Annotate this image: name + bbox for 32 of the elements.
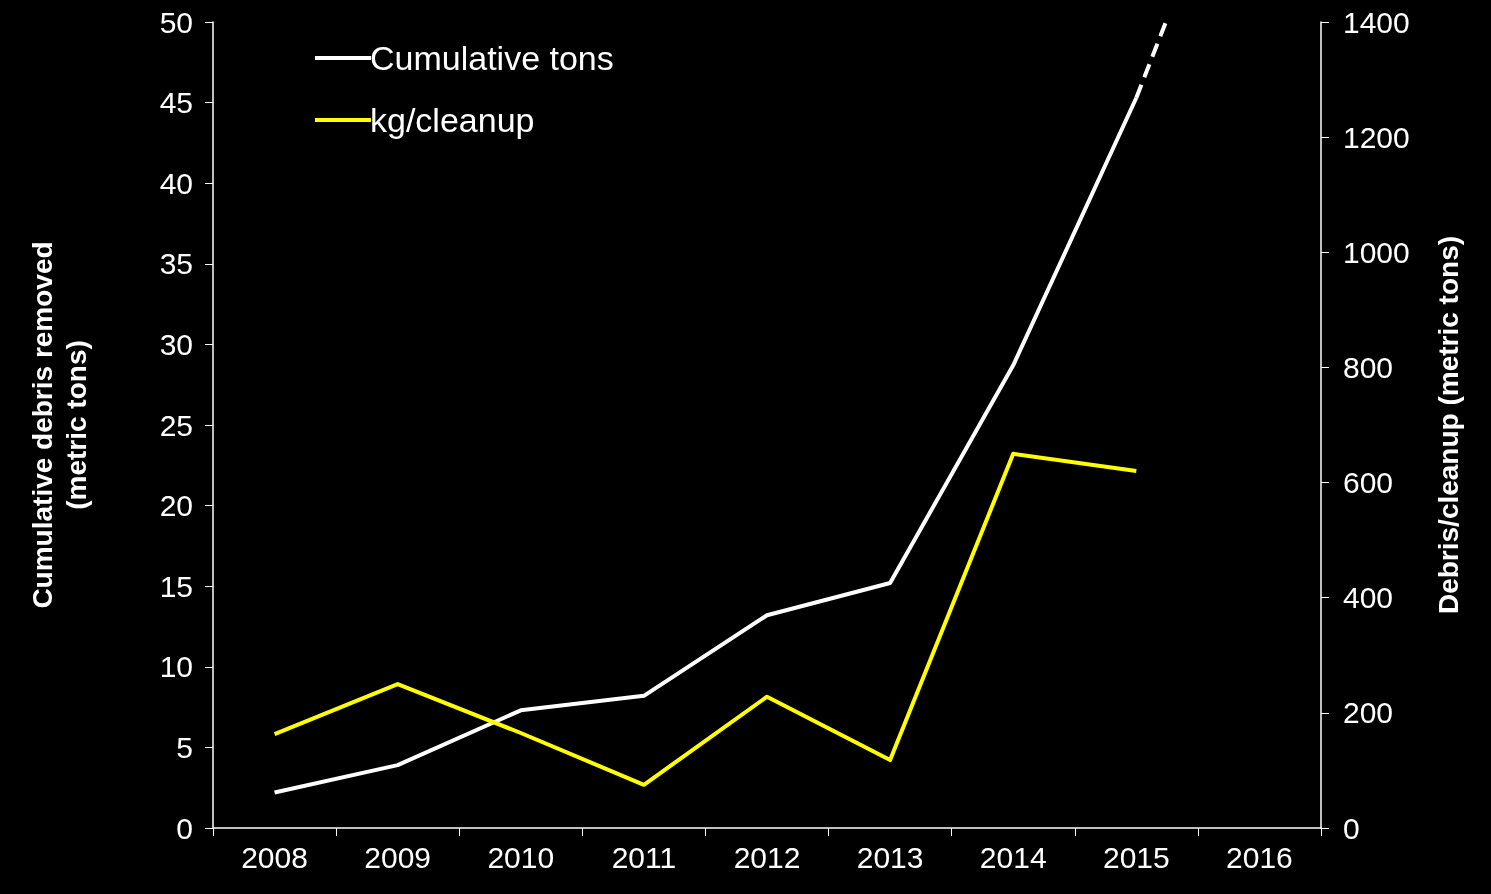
y-tick-label: 30 <box>159 327 193 361</box>
y-tick-label: 10 <box>159 650 193 684</box>
x-tick-label: 2012 <box>733 840 801 874</box>
y-tick-label: 20 <box>159 489 193 523</box>
y2-tick-label: 200 <box>1343 696 1394 730</box>
y-tick-label: 5 <box>176 730 193 764</box>
y-tick-label: 35 <box>159 247 193 281</box>
x-tick-label: 2008 <box>241 840 308 874</box>
y2-tick-label: 1400 <box>1343 5 1410 39</box>
x-tick-label: 2010 <box>487 840 555 874</box>
legend-label: Cumulative tons <box>370 39 614 77</box>
y2-tick-label: 400 <box>1343 581 1394 615</box>
x-tick-label: 2014 <box>979 840 1047 874</box>
y2-tick-label: 600 <box>1343 466 1394 500</box>
y-tick-label: 50 <box>159 5 193 39</box>
y-tick-label: 0 <box>176 811 193 845</box>
x-tick-label: 2013 <box>856 840 924 874</box>
y2-axis-title: Debris/cleanup (metric tons) <box>1432 235 1464 615</box>
y-tick-label: 40 <box>159 166 193 200</box>
y-tick-label: 25 <box>159 408 193 442</box>
y2-tick-label: 1200 <box>1343 120 1410 154</box>
y2-tick-label: 0 <box>1343 811 1360 845</box>
x-tick-label: 2015 <box>1102 840 1170 874</box>
y-tick-label: 15 <box>159 569 193 603</box>
legend-label: kg/cleanup <box>370 101 535 139</box>
y-tick-label: 45 <box>159 86 193 120</box>
x-tick-label: 2009 <box>364 840 432 874</box>
y-axis-title: Cumulative debris removed (metric tons) <box>26 241 92 609</box>
x-tick-label: 2011 <box>611 840 677 874</box>
y2-tick-label: 800 <box>1343 350 1394 384</box>
x-tick-label: 2016 <box>1226 840 1293 874</box>
y2-tick-label: 1000 <box>1343 235 1410 269</box>
